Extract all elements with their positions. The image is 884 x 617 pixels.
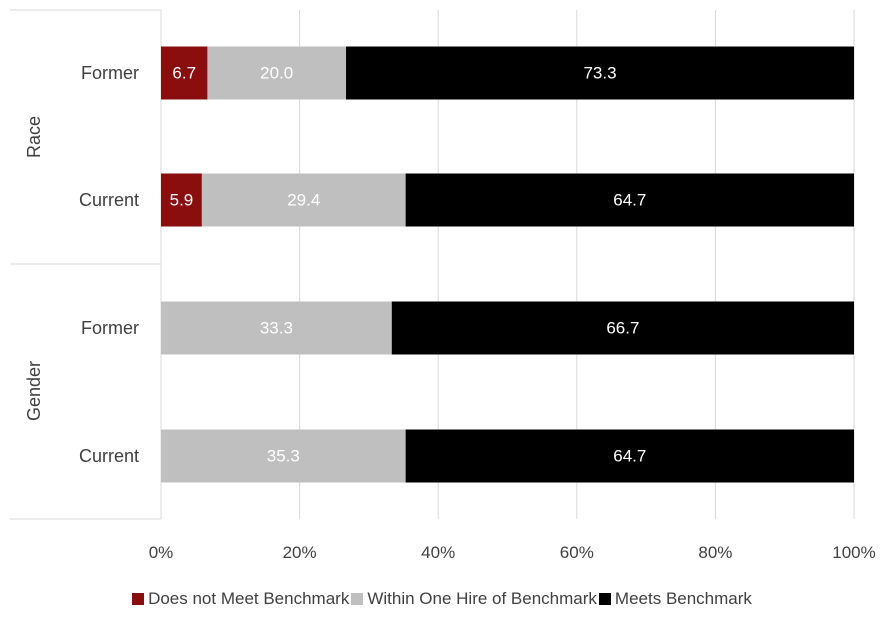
legend-item: Does not Meet Benchmark	[132, 589, 349, 609]
x-tick-label: 40%	[421, 543, 455, 562]
category-label: Former	[81, 63, 139, 83]
data-label: 29.4	[287, 191, 320, 210]
legend-label: Meets Benchmark	[614, 589, 752, 608]
bar-segment	[201, 173, 406, 227]
bar-segment	[405, 173, 854, 227]
category-label: Current	[79, 446, 139, 466]
bar-segment	[346, 46, 854, 100]
data-label: 64.7	[613, 447, 646, 466]
data-label: 73.3	[583, 64, 616, 83]
data-label: 20.0	[260, 64, 293, 83]
legend-swatch	[598, 593, 611, 605]
legend: Does not Meet Benchmark Within One Hire o…	[0, 589, 884, 609]
x-tick-label: 100%	[832, 543, 875, 562]
x-tick-label: 60%	[560, 543, 594, 562]
legend-item: Within One Hire of Benchmark	[351, 589, 597, 609]
legend-item: Meets Benchmark	[598, 589, 752, 609]
group-label: Gender	[24, 361, 44, 421]
bar-segment	[161, 173, 202, 227]
x-tick-label: 80%	[698, 543, 732, 562]
legend-label: Does not Meet Benchmark	[148, 589, 350, 608]
x-axis-ticks: 0% 20% 40% 60% 80% 100%	[149, 543, 876, 562]
bar-segment	[391, 301, 854, 355]
data-label: 33.3	[260, 319, 293, 338]
bar-segment	[161, 429, 406, 483]
data-label: 6.7	[172, 64, 196, 83]
bar-segment	[161, 46, 208, 100]
data-label: 66.7	[606, 319, 639, 338]
bars	[161, 46, 854, 483]
bar-segment	[405, 429, 854, 483]
x-tick-label: 20%	[283, 543, 317, 562]
category-label: Former	[81, 318, 139, 338]
group-label: Race	[24, 116, 44, 158]
x-tick-label: 0%	[149, 543, 174, 562]
legend-swatch	[351, 593, 364, 605]
data-labels: 6.7 20.0 73.3 5.9 29.4 64.7 33.3 66.7 35.3 64.7	[170, 64, 647, 466]
category-label: Current	[79, 190, 139, 210]
data-label: 35.3	[267, 447, 300, 466]
category-axis: Race Former Current Gender Former Current	[10, 9, 162, 520]
bar-segment	[207, 46, 347, 100]
legend-label: Within One Hire of Benchmark	[367, 589, 597, 608]
data-label: 5.9	[170, 191, 194, 210]
legend-swatch	[132, 593, 145, 605]
bar-segment	[161, 301, 392, 355]
data-label: 64.7	[613, 191, 646, 210]
